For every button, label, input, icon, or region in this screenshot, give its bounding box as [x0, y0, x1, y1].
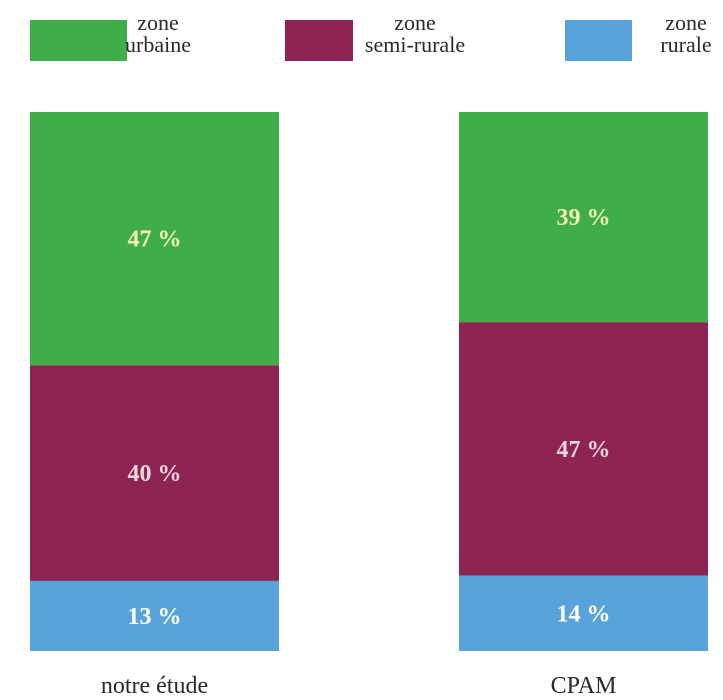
data-label: 13 %	[128, 604, 182, 630]
data-label: 47 %	[557, 437, 611, 463]
data-label: 39 %	[557, 205, 611, 231]
data-label: 14 %	[557, 601, 611, 627]
data-label: 40 %	[128, 461, 182, 487]
category-label: CPAM	[551, 673, 617, 699]
legend-label: zone	[665, 10, 707, 35]
legend-label: zone	[137, 10, 179, 35]
bar-segment	[30, 112, 279, 366]
legend-label: urbaine	[125, 32, 191, 57]
data-label: 47 %	[128, 227, 182, 253]
bar-segment	[30, 365, 279, 581]
bar-segment	[459, 575, 708, 651]
bar-segment	[459, 112, 708, 323]
bars: 47 % 40 % 13 % 39 % 47 % 14 %	[30, 112, 708, 651]
bar-segment	[30, 580, 279, 651]
category-labels: notre étude CPAM	[101, 673, 617, 699]
bar-segment	[459, 322, 708, 576]
legend-label: semi-rurale	[365, 32, 465, 57]
category-label: notre étude	[101, 673, 208, 699]
legend-swatch-1	[285, 20, 353, 61]
legend-swatch-0	[30, 20, 127, 61]
legend-swatch-2	[565, 20, 632, 61]
legend-label: zone	[394, 10, 436, 35]
legend-label: rurale	[660, 32, 711, 57]
